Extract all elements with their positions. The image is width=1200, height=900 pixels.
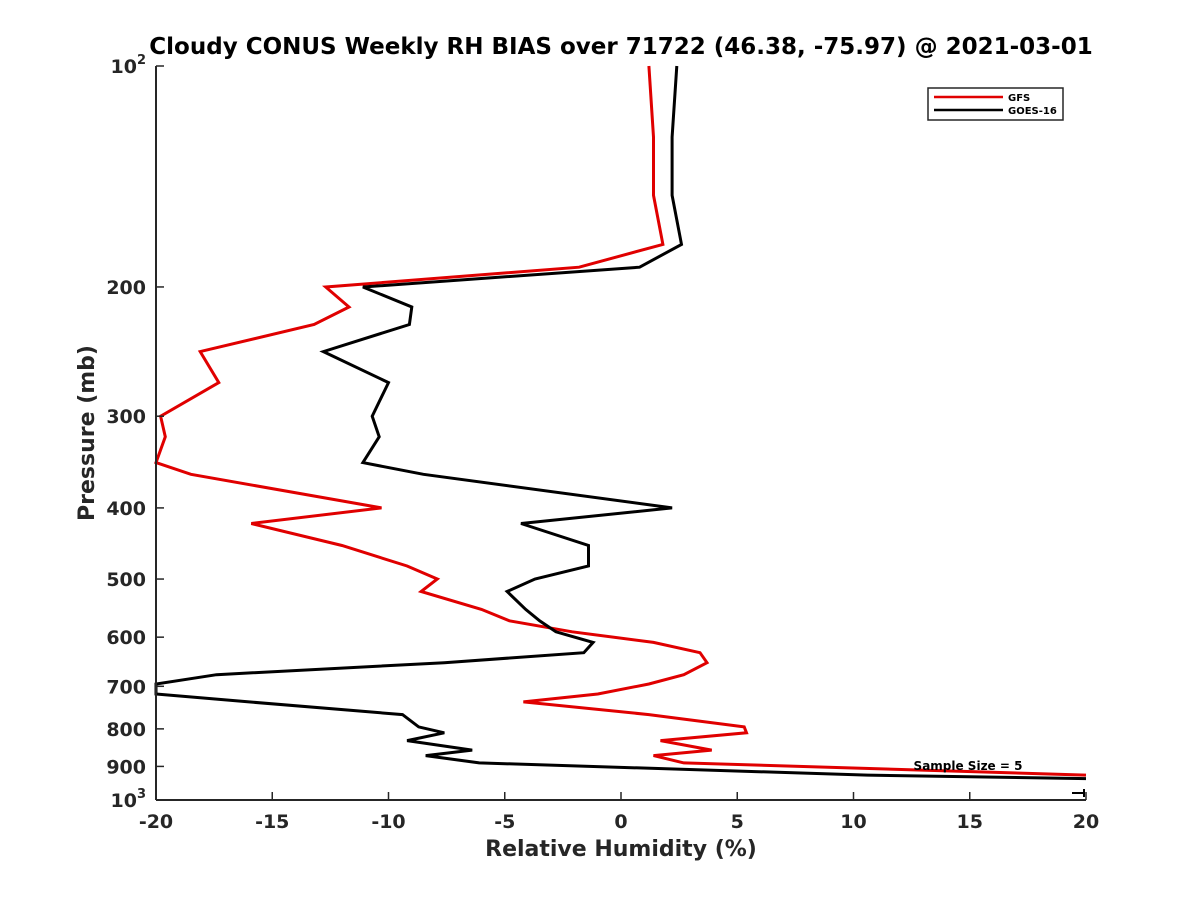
x-tick-label: 20: [1073, 811, 1099, 833]
y-tick-label: 900: [106, 756, 146, 778]
y-axis-ticks: 102 200 300 400 500 600 700 800 900 103: [106, 53, 164, 812]
chart-title: Cloudy CONUS Weekly RH BIAS over 71722 (…: [149, 34, 1092, 60]
y-tick-label: 500: [106, 569, 146, 591]
x-tick-label: 5: [731, 811, 744, 833]
series-lines: [154, 65, 1087, 781]
legend-label-gfs: GFS: [1008, 93, 1030, 104]
series-line-goes16: [154, 65, 1087, 781]
legend-box: [927, 87, 1064, 121]
x-tick-label: 0: [614, 811, 627, 833]
x-tick-label: -15: [255, 811, 289, 833]
x-tick-label: -20: [139, 811, 173, 833]
y-axis-label: Pressure (mb): [75, 345, 100, 521]
y-tick-label: 700: [106, 676, 146, 698]
y-tick-label: 102: [111, 53, 147, 78]
sample-size-annotation: Sample Size = 5: [914, 759, 1023, 773]
series-line-gfs: [154, 65, 1087, 777]
y-tick-label: 400: [106, 498, 146, 520]
x-axis-ticks: -20 -15 -10 -5 0 5 10 15 20: [139, 792, 1099, 833]
x-tick-label: -5: [494, 811, 515, 833]
x-tick-label: -10: [371, 811, 405, 833]
y-tick-label: 600: [106, 627, 146, 649]
x-tick-label: 15: [957, 811, 983, 833]
y-tick-label: 200: [106, 277, 146, 299]
y-tick-label: 103: [111, 787, 147, 812]
x-axis-label: Relative Humidity (%): [485, 837, 757, 862]
legend: GFS GOES-16: [927, 87, 1064, 121]
y-tick-label: 300: [106, 406, 146, 428]
y-tick-label: 800: [106, 719, 146, 741]
legend-label-goes16: GOES-16: [1008, 106, 1057, 117]
x-tick-label: 10: [840, 811, 866, 833]
